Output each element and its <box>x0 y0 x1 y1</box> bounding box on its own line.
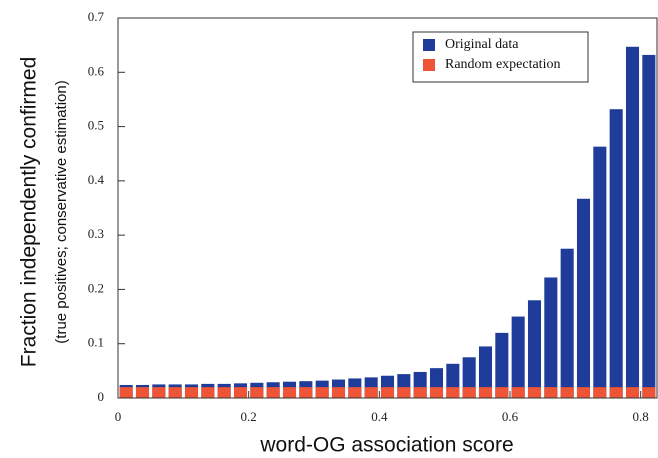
bar <box>135 387 150 398</box>
bar <box>429 387 444 398</box>
legend-swatch <box>423 59 435 71</box>
bar <box>642 387 656 398</box>
bar <box>576 387 591 398</box>
bar <box>331 387 346 398</box>
legend-label: Random expectation <box>445 57 560 72</box>
bar <box>544 387 558 398</box>
bar <box>119 387 133 398</box>
bar <box>184 387 199 398</box>
bar <box>201 387 215 398</box>
bar <box>609 387 623 398</box>
bar <box>593 146 607 398</box>
bar <box>495 387 509 398</box>
x-axis-label: word-OG association score <box>259 434 513 457</box>
y-axis-sublabel: (true positives; conservative estimation… <box>53 80 70 343</box>
legend-label: Original data <box>445 37 519 52</box>
bar <box>609 109 623 398</box>
bar <box>168 387 182 398</box>
bar <box>380 387 395 398</box>
bar <box>266 387 280 398</box>
bar <box>364 387 378 398</box>
x-tick-label: 0.2 <box>241 409 257 424</box>
y-tick-label: 0.7 <box>88 9 105 24</box>
y-tick-label: 0 <box>98 389 105 404</box>
bar <box>576 198 591 398</box>
y-tick-label: 0.6 <box>88 63 105 78</box>
bar <box>625 387 640 398</box>
legend-box <box>412 31 589 83</box>
bar <box>282 387 297 398</box>
bar <box>348 387 362 398</box>
bar <box>495 332 509 398</box>
bar <box>625 46 640 399</box>
bar <box>511 316 525 398</box>
bar <box>397 387 411 398</box>
bar <box>315 387 329 398</box>
bar <box>527 387 542 398</box>
bar <box>544 277 558 398</box>
bar <box>462 387 476 398</box>
x-tick-label: 0.6 <box>502 409 519 424</box>
y-tick-label: 0.3 <box>88 226 104 241</box>
bar <box>413 387 427 398</box>
plot-frame <box>117 17 658 399</box>
bar <box>527 300 542 398</box>
bar <box>233 387 248 398</box>
bar <box>642 54 656 399</box>
x-tick-label: 0 <box>115 409 122 424</box>
y-tick-label: 0.4 <box>88 172 105 187</box>
bar <box>560 248 574 398</box>
bar <box>560 387 574 398</box>
bar <box>250 387 264 398</box>
bar <box>478 346 493 398</box>
y-tick-label: 0.1 <box>88 335 104 350</box>
bar <box>511 387 525 398</box>
bar <box>152 387 166 398</box>
x-tick-label: 0.8 <box>633 409 649 424</box>
y-tick-label: 0.2 <box>88 280 104 295</box>
bar <box>593 387 607 398</box>
bar <box>478 387 493 398</box>
bar <box>299 387 313 398</box>
x-tick-label: 0.4 <box>371 409 388 424</box>
y-tick-label: 0.5 <box>88 118 104 133</box>
legend-swatch <box>423 39 435 51</box>
bar <box>446 387 460 398</box>
bar <box>217 387 231 398</box>
y-axis-label: Fraction independently confirmed <box>18 57 41 368</box>
